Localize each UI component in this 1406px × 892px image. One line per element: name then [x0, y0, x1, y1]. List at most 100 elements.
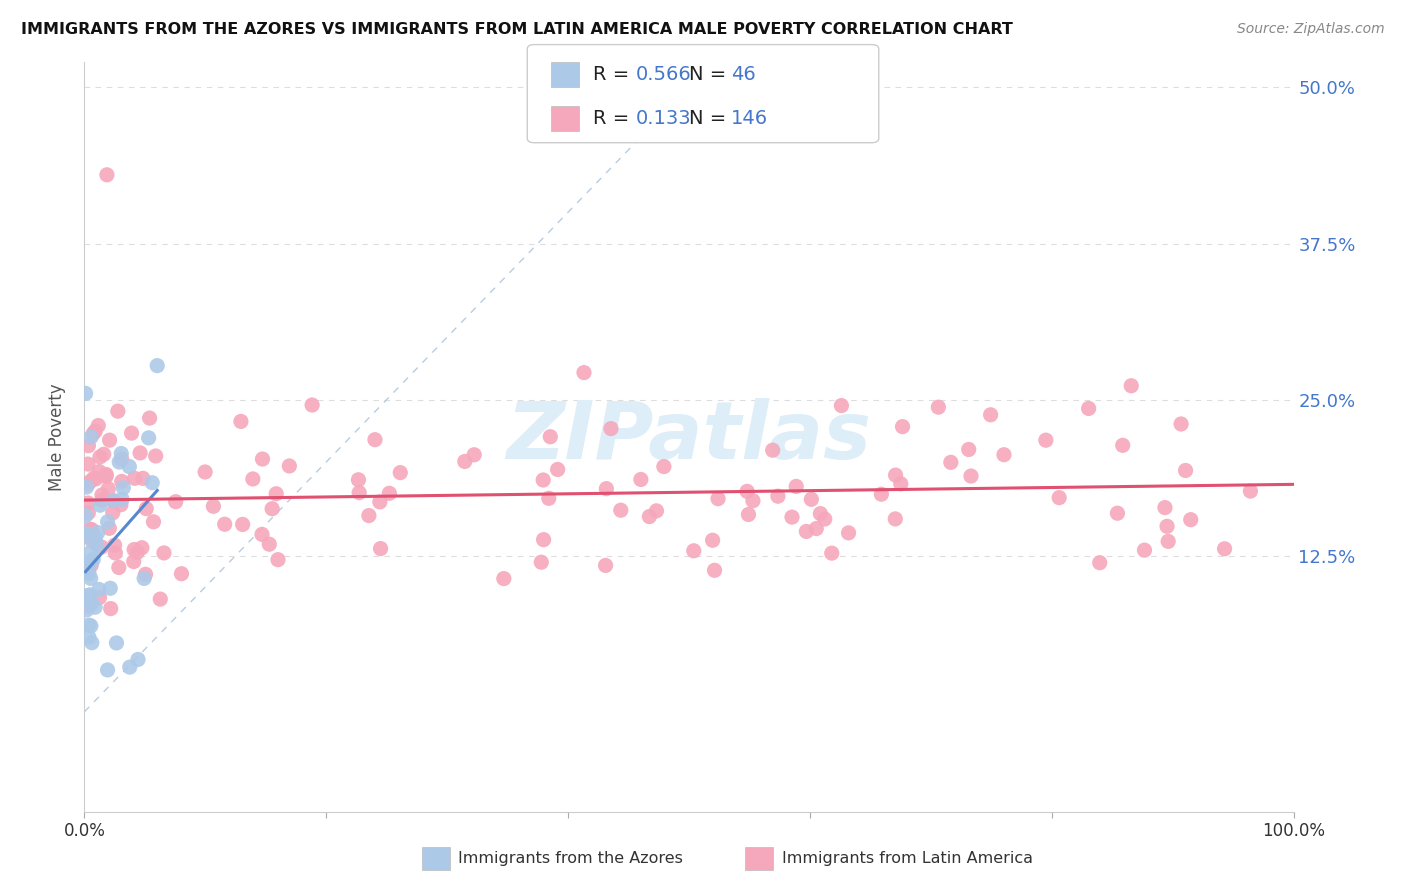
- Point: [93, 447, 115, 461]
- Point: [703, 563, 725, 577]
- Point: [1157, 534, 1180, 549]
- Point: [242, 472, 264, 486]
- Point: [80, 534, 103, 549]
- Point: [131, 541, 153, 555]
- Point: [135, 501, 157, 516]
- Point: [1170, 417, 1192, 431]
- Point: [252, 452, 274, 467]
- Point: [77, 477, 100, 491]
- Point: [89, 498, 111, 512]
- Point: [77, 566, 100, 581]
- Point: [98, 521, 121, 535]
- Point: [838, 525, 860, 540]
- Point: [610, 503, 633, 517]
- Point: [890, 476, 912, 491]
- Point: [153, 546, 176, 560]
- Point: [77, 496, 100, 510]
- Point: [141, 475, 163, 490]
- Point: [250, 527, 273, 541]
- Point: [1077, 401, 1099, 416]
- Point: [785, 479, 807, 493]
- Point: [79, 555, 101, 569]
- Point: [960, 469, 983, 483]
- Y-axis label: Male Poverty: Male Poverty: [48, 384, 66, 491]
- Point: [454, 454, 477, 468]
- Point: [808, 507, 831, 521]
- Point: [1180, 513, 1202, 527]
- Text: Immigrants from Latin America: Immigrants from Latin America: [782, 851, 1033, 865]
- Point: [814, 512, 837, 526]
- Point: [368, 495, 391, 509]
- Point: [232, 517, 254, 532]
- Point: [77, 529, 100, 543]
- Point: [735, 484, 758, 499]
- Point: [1133, 543, 1156, 558]
- Point: [780, 510, 803, 524]
- Point: [87, 418, 110, 433]
- Point: [357, 508, 380, 523]
- Point: [229, 414, 252, 428]
- Point: [96, 467, 118, 482]
- Point: [134, 571, 156, 585]
- Point: [600, 422, 623, 436]
- Point: [79, 588, 101, 602]
- Point: [118, 660, 141, 674]
- Point: [121, 426, 143, 441]
- Point: [993, 448, 1015, 462]
- Point: [101, 494, 124, 508]
- Point: [1239, 484, 1261, 499]
- Text: ZIPatlas: ZIPatlas: [506, 398, 872, 476]
- Point: [84, 531, 107, 545]
- Point: [122, 555, 145, 569]
- Point: [737, 508, 759, 522]
- Point: [124, 471, 146, 485]
- Point: [347, 485, 370, 500]
- Point: [891, 419, 914, 434]
- Point: [884, 468, 907, 483]
- Point: [264, 487, 287, 501]
- Text: N =: N =: [689, 64, 733, 84]
- Point: [97, 482, 120, 496]
- Point: [76, 527, 98, 541]
- Point: [132, 471, 155, 485]
- Point: [100, 601, 122, 615]
- Point: [645, 504, 668, 518]
- Point: [97, 663, 120, 677]
- Point: [138, 431, 160, 445]
- Point: [146, 359, 169, 373]
- Point: [76, 480, 98, 494]
- Point: [145, 449, 167, 463]
- Point: [111, 475, 134, 489]
- Point: [89, 465, 111, 479]
- Point: [122, 542, 145, 557]
- Point: [89, 591, 111, 605]
- Point: [87, 582, 110, 597]
- Point: [75, 591, 97, 605]
- Point: [742, 493, 765, 508]
- Point: [1112, 438, 1135, 452]
- Point: [537, 491, 560, 506]
- Point: [118, 459, 141, 474]
- Point: [364, 433, 387, 447]
- Point: [77, 630, 100, 644]
- Point: [347, 473, 370, 487]
- Point: [90, 540, 112, 554]
- Point: [1156, 519, 1178, 533]
- Point: [531, 473, 554, 487]
- Point: [939, 455, 962, 469]
- Point: [80, 619, 103, 633]
- Point: [1154, 500, 1177, 515]
- Point: [79, 475, 101, 489]
- Text: Immigrants from the Azores: Immigrants from the Azores: [458, 851, 683, 865]
- Point: [278, 458, 301, 473]
- Point: [84, 472, 107, 486]
- Text: 0.566: 0.566: [636, 64, 692, 84]
- Point: [86, 538, 108, 552]
- Point: [111, 452, 134, 467]
- Point: [389, 466, 412, 480]
- Point: [259, 537, 281, 551]
- Text: 0.133: 0.133: [636, 109, 692, 128]
- Point: [98, 582, 121, 596]
- Point: [77, 457, 100, 471]
- Point: [112, 481, 135, 495]
